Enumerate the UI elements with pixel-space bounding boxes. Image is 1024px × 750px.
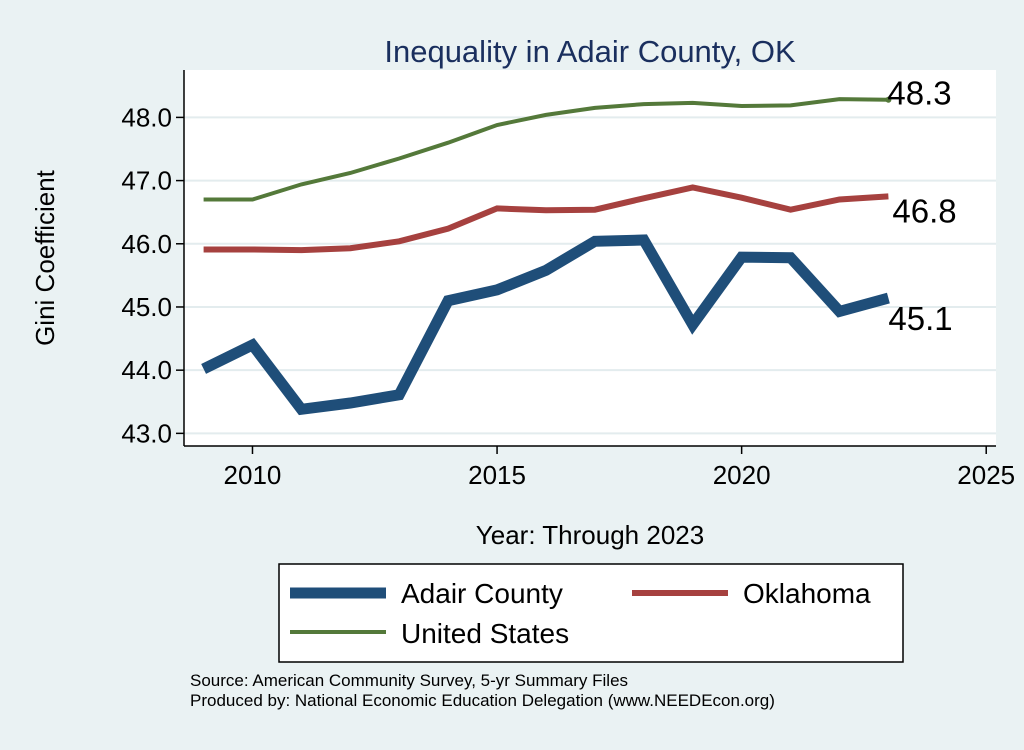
y-tick-label: 45.0 bbox=[121, 292, 172, 322]
x-axis-title: Year: Through 2023 bbox=[476, 520, 704, 550]
series-line-adair-county bbox=[201, 234, 890, 416]
y-tick-label: 47.0 bbox=[121, 166, 172, 196]
chart-title: Inequality in Adair County, OK bbox=[384, 34, 796, 69]
x-tick-label: 2020 bbox=[713, 460, 771, 490]
source-note: Source: American Community Survey, 5-yr … bbox=[190, 671, 629, 690]
legend-box bbox=[278, 563, 904, 663]
x-tick-label: 2015 bbox=[468, 460, 526, 490]
legend-label-oklahoma: Oklahoma bbox=[743, 578, 871, 609]
end-label-united-states: 48.3 bbox=[887, 75, 951, 112]
y-tick-label: 48.0 bbox=[121, 102, 172, 132]
x-axis-ticks: 2010 2015 2020 2025 bbox=[224, 446, 1015, 490]
legend-label-adair-county: Adair County bbox=[401, 578, 563, 609]
series-lines bbox=[201, 96, 892, 416]
series-line-united-states bbox=[203, 97, 889, 202]
y-axis-ticks: 43.0 44.0 45.0 46.0 47.0 48.0 bbox=[121, 102, 184, 448]
data-point-united-states bbox=[885, 96, 892, 103]
end-label-oklahoma: 46.8 bbox=[892, 192, 956, 229]
y-tick-label: 46.0 bbox=[121, 229, 172, 259]
series-line-oklahoma bbox=[203, 184, 889, 254]
producer-note: Produced by: National Economic Education… bbox=[190, 691, 775, 710]
y-axis-title: Gini Coefficient bbox=[30, 169, 60, 346]
plot-area bbox=[184, 70, 996, 446]
y-tick-label: 44.0 bbox=[121, 355, 172, 385]
end-value-labels: 45.1 46.8 48.3 bbox=[887, 75, 956, 337]
x-tick-label: 2010 bbox=[224, 460, 282, 490]
x-tick-label: 2025 bbox=[957, 460, 1015, 490]
end-label-adair-county: 45.1 bbox=[888, 300, 952, 337]
legend: Adair County Oklahoma United States bbox=[278, 563, 904, 663]
legend-label-united-states: United States bbox=[401, 618, 569, 649]
y-tick-label: 43.0 bbox=[121, 418, 172, 448]
